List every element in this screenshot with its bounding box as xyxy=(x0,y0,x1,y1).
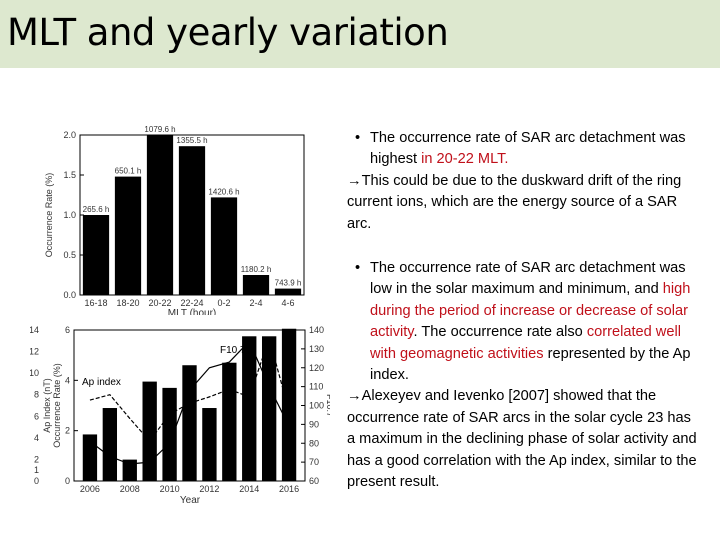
bar xyxy=(242,275,270,295)
bullet-yearly: The occurrence rate of SAR arc detachmen… xyxy=(347,258,697,386)
bar xyxy=(82,215,110,295)
x-tick-label: 2012 xyxy=(199,484,219,494)
f107-line xyxy=(89,340,290,465)
bar xyxy=(210,197,238,295)
x-tick-label: 20-22 xyxy=(148,298,171,308)
bar xyxy=(162,387,177,481)
bar xyxy=(102,408,118,481)
bar xyxy=(182,365,197,481)
x-tick-label: 2010 xyxy=(160,484,180,494)
x-tick-label: 16-18 xyxy=(84,298,107,308)
x-tick-label: 2016 xyxy=(279,484,299,494)
right-tick-label: 130 xyxy=(309,344,324,354)
data-label: 1355.5 h xyxy=(176,136,207,145)
page-title: MLT and yearly variation xyxy=(7,11,449,54)
arrow-icon: → xyxy=(347,172,362,189)
y-tick-label: 1.5 xyxy=(63,170,76,180)
right-tick-label: 100 xyxy=(309,401,324,411)
bar xyxy=(222,362,237,481)
y-tick-label: 2 xyxy=(65,426,70,436)
bar xyxy=(122,459,137,481)
data-label: 650.1 h xyxy=(115,167,142,176)
bar xyxy=(146,135,174,295)
left-tick-label: 12 xyxy=(30,347,39,357)
right-axis-label: F10.7 xyxy=(325,394,330,417)
x-axis-label: MLT (hour) xyxy=(168,308,217,315)
mlt-bar-chart: 0.0 0.5 1.0 1.5 2.0 265.6 h 16-18 650.1 h 18-20 1… xyxy=(44,125,305,315)
left-tick-label: 8 xyxy=(34,390,39,400)
x-tick-label: 22-24 xyxy=(180,298,203,308)
x-tick-label: 0-2 xyxy=(217,298,230,308)
bullet-text: The occurrence rate of SAR arc detachmen… xyxy=(370,260,686,298)
data-label: 1079.6 h xyxy=(144,125,175,134)
series-label-f107: F10.7 xyxy=(220,345,246,356)
y-tick-label: 0.0 xyxy=(63,290,76,300)
bar xyxy=(82,434,98,481)
bullet-text: represented by the Ap index. xyxy=(370,345,691,384)
right-tick-label: 140 xyxy=(309,325,324,335)
right-tick-label: 110 xyxy=(309,382,323,392)
paragraph-yearly: The occurrence rate of SAR arc detachmen… xyxy=(347,258,697,493)
right-tick-label: 70 xyxy=(309,457,319,467)
bar xyxy=(274,288,302,295)
x-tick-label: 2-4 xyxy=(249,298,262,308)
paragraph-mlt: The occurrence rate of SAR arc detachmen… xyxy=(347,128,697,235)
bar xyxy=(242,336,257,481)
highlight-text: high during the period of increase or de… xyxy=(370,281,691,341)
conclusion-text: This could be due to the duskward drift … xyxy=(347,172,682,232)
bar xyxy=(178,146,206,295)
data-label: 1420.6 h xyxy=(208,187,239,196)
left-axis-label: Ap Index (nT) xyxy=(42,378,52,433)
bar xyxy=(261,336,277,481)
right-tick-label: 80 xyxy=(309,438,319,448)
y-tick-label: 6 xyxy=(65,325,70,335)
x-tick-label: 2014 xyxy=(239,484,259,494)
left-tick-label: 4 xyxy=(34,433,39,443)
bar xyxy=(142,381,157,481)
x-tick-label: 4-6 xyxy=(281,298,294,308)
y-tick-label: 4 xyxy=(65,375,70,385)
y-tick-label: 2.0 xyxy=(63,130,76,140)
bullet-mlt: The occurrence rate of SAR arc detachmen… xyxy=(347,128,697,171)
data-label: 1180.2 h xyxy=(241,265,272,274)
data-label: 265.6 h xyxy=(83,205,110,214)
left-tick-label: 2 xyxy=(34,454,39,464)
left-tick-label: 0 xyxy=(34,476,39,486)
x-tick-label: 2006 xyxy=(80,484,100,494)
arrow-conclusion-mlt: →This could be due to the duskward drift… xyxy=(347,171,697,235)
left-tick-label: 10 xyxy=(30,368,39,378)
bullet-text: The occurrence rate of SAR arc detachmen… xyxy=(370,130,686,168)
left-tick-label: 1 xyxy=(34,465,39,475)
y-tick-label: 1.0 xyxy=(63,210,76,220)
title-bar: MLT and yearly variation xyxy=(0,0,720,68)
data-label: 743.9 h xyxy=(275,279,302,288)
bar xyxy=(202,408,217,481)
highlight-text: in 20-22 MLT. xyxy=(421,151,509,168)
left-tick-label: 6 xyxy=(34,411,39,421)
y-axis-label: Occurrence Rate (%) xyxy=(52,363,62,448)
conclusion-text: Alexeyev and Ievenko [2007] showed that … xyxy=(347,388,697,491)
right-tick-label: 60 xyxy=(309,476,319,486)
arrow-icon: → xyxy=(347,388,362,405)
highlight-text: correlated well with geomagnetic activit… xyxy=(370,324,681,362)
arrow-conclusion-yearly: →Alexeyev and Ievenko [2007] showed that… xyxy=(347,386,697,493)
right-tick-label: 90 xyxy=(309,419,319,429)
bar xyxy=(281,328,297,481)
series-label-ap: Ap index xyxy=(82,377,121,388)
y-axis-label: Occurrence Rate (%) xyxy=(44,173,54,258)
x-tick-label: 18-20 xyxy=(116,298,139,308)
left-tick-label: 14 xyxy=(30,325,39,335)
right-tick-label: 120 xyxy=(309,363,324,373)
x-axis-label: Year xyxy=(180,495,201,506)
x-tick-label: 2008 xyxy=(120,484,140,494)
bullet-text: . The occurrence rate also xyxy=(413,324,587,341)
y-tick-label: 0 xyxy=(65,476,70,486)
bar xyxy=(114,176,142,295)
y-tick-label: 0.5 xyxy=(63,250,76,260)
